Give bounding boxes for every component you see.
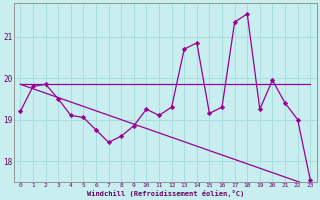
- X-axis label: Windchill (Refroidissement éolien,°C): Windchill (Refroidissement éolien,°C): [87, 190, 244, 197]
